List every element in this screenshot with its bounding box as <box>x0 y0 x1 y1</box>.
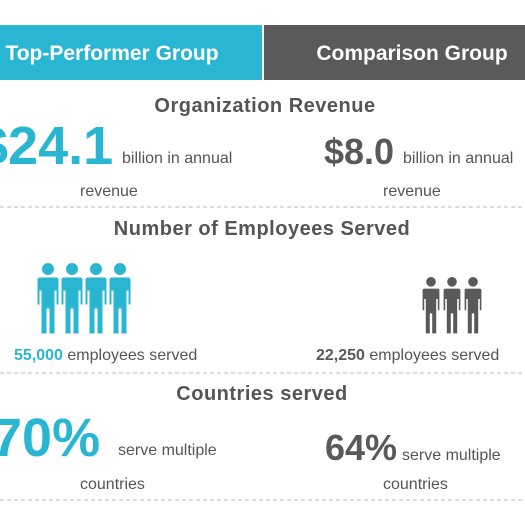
figure: 22,250 <box>316 347 365 364</box>
section-title: Countries served <box>176 383 347 405</box>
people-icon-left <box>36 262 132 334</box>
text: countries <box>80 476 145 493</box>
figure: $24.1 <box>0 116 113 176</box>
figure: 70% <box>0 408 100 468</box>
text: serve multiple <box>402 447 501 464</box>
stat-line: 22,250 employees served <box>316 347 499 364</box>
section-title: Number of Employees Served <box>114 218 410 240</box>
figure: 55,000 <box>14 347 63 364</box>
text: billion in annual <box>122 150 232 167</box>
people-icon-right <box>421 276 483 334</box>
header-left-bg <box>0 25 262 80</box>
text: employees served <box>369 347 499 364</box>
figure: $8.0 <box>324 131 394 172</box>
text: countries <box>383 476 448 493</box>
stat-line: 55,000 employees served <box>14 347 197 364</box>
text: employees served <box>67 347 197 364</box>
text: revenue <box>80 183 138 200</box>
text: revenue <box>383 183 441 200</box>
text: serve multiple <box>118 442 217 459</box>
text: billion in annual <box>403 150 513 167</box>
section-title: Organization Revenue <box>154 95 375 117</box>
header-right-bg <box>264 25 525 80</box>
header-left: Top-Performer Group <box>5 42 218 65</box>
header-right: Comparison Group <box>316 42 507 65</box>
figure: 64% <box>325 427 397 468</box>
